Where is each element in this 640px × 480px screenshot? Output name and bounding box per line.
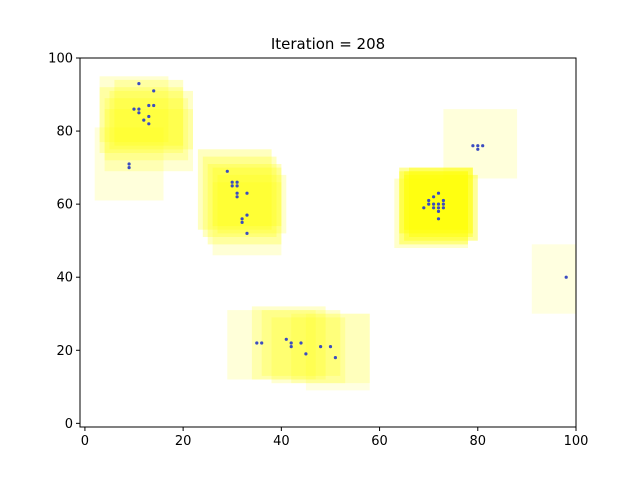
region-box-22 [251,306,326,380]
x-tick-label-3: 60 [371,434,388,449]
x-tick-label-2: 40 [273,434,290,449]
region-box-20 [531,244,576,314]
data-point-1 [152,89,156,93]
data-point-7 [147,114,151,119]
data-point-25 [476,144,480,148]
data-point-33 [436,202,441,206]
region-box-16 [409,167,473,237]
data-point-2 [147,103,151,108]
data-point-14 [235,180,239,184]
data-point-10 [127,162,131,166]
data-point-11 [127,166,131,170]
data-point-22 [240,220,244,224]
data-point-49 [319,345,323,349]
data-point-30 [427,198,431,203]
x-tick-label-5: 100 [564,434,589,449]
region-box-2 [99,87,184,153]
data-point-16 [235,184,239,188]
x-tick-label-0: 0 [81,434,89,449]
x-tick-label-4: 80 [470,434,487,449]
data-point-0 [137,82,141,86]
data-point-26 [481,144,485,148]
data-point-47 [299,341,303,345]
data-point-17 [235,191,239,195]
data-point-13 [230,180,234,184]
y-tick-label-3: 60 [56,198,73,213]
chart-title: Iteration = 208 [271,35,385,53]
y-tick-label-2: 40 [56,271,73,286]
data-point-23 [245,231,249,235]
data-point-52 [333,356,337,360]
points-layer [127,82,568,360]
data-point-48 [289,345,293,349]
data-point-50 [328,345,333,349]
data-point-41 [436,217,441,221]
y-tick-label-4: 80 [56,125,73,140]
data-point-37 [432,206,436,210]
x-axis: 0 20 40 60 80 100 [81,427,589,449]
region-box-9 [207,164,282,245]
data-point-46 [289,341,293,345]
data-point-6 [137,111,141,115]
data-point-39 [441,206,445,210]
y-axis: 0 20 40 60 80 100 [48,52,80,432]
data-point-9 [147,122,151,126]
x-tick-label-1: 20 [175,434,192,449]
region-box-18 [394,178,468,248]
data-point-36 [422,206,426,210]
data-point-3 [152,103,156,108]
y-tick-label-1: 20 [56,344,73,359]
data-point-29 [432,195,436,199]
region-box-26 [305,313,370,391]
data-point-19 [235,195,239,199]
region-box-1 [104,98,189,161]
region-box-3 [109,90,193,150]
data-point-4 [132,107,136,111]
data-point-43 [255,341,259,345]
region-box-8 [202,156,277,237]
plot-frame [79,57,577,428]
boxes-layer [94,76,576,391]
data-point-5 [137,107,141,111]
data-point-31 [441,198,445,203]
data-point-24 [471,144,475,148]
region-box-7 [197,149,272,230]
y-tick-label-0: 0 [65,417,73,432]
data-point-40 [436,209,441,213]
data-point-20 [245,213,249,217]
data-point-38 [436,206,441,210]
y-tick-label-5: 100 [48,52,73,67]
data-point-34 [441,202,445,206]
data-point-51 [304,352,308,356]
data-point-8 [142,118,146,122]
region-box-25 [291,313,370,384]
region-box-13 [399,167,473,234]
region-box-11 [217,174,287,234]
data-point-21 [240,217,244,221]
region-box-24 [271,317,346,384]
data-point-15 [230,184,234,188]
data-point-42 [564,275,568,279]
data-point-45 [284,337,288,341]
data-point-44 [260,341,264,345]
region-box-4 [114,79,184,146]
data-point-27 [476,147,480,151]
region-box-17 [404,171,468,230]
data-point-28 [436,191,441,195]
data-point-18 [245,191,249,195]
region-box-0 [104,109,193,172]
data-point-35 [427,202,431,206]
region-box-19 [443,109,518,179]
data-point-12 [225,169,229,173]
region-box-21 [227,310,316,380]
region-box-14 [404,174,478,241]
data-point-32 [432,202,436,206]
